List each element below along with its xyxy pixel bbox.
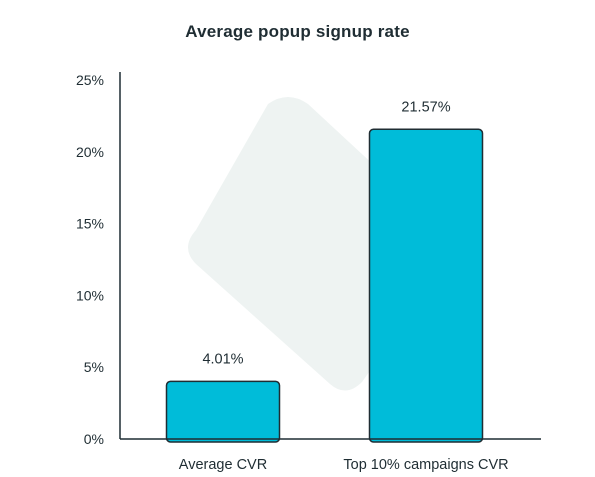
y-tick-label: 15% [76,216,104,232]
y-tick-label: 25% [76,72,104,88]
x-tick-label: Average CVR [179,457,267,473]
labels-group: 4.01% Average CVR 21.57% Top 10% campaigns … [76,72,509,473]
y-tick-label: 20% [76,144,104,160]
y-tick-label: 10% [76,287,104,303]
y-tick-label: 5% [84,359,104,375]
bar-1 [165,380,281,443]
bars-group [165,128,484,443]
bar-2 [368,128,484,443]
data-label: 21.57% [401,99,450,115]
data-label: 4.01% [202,351,243,367]
x-tick-label: Top 10% campaigns CVR [343,457,508,473]
y-tick-label: 0% [84,431,104,447]
axes-group [119,72,541,440]
chart-title: Average popup signup rate [185,22,410,41]
